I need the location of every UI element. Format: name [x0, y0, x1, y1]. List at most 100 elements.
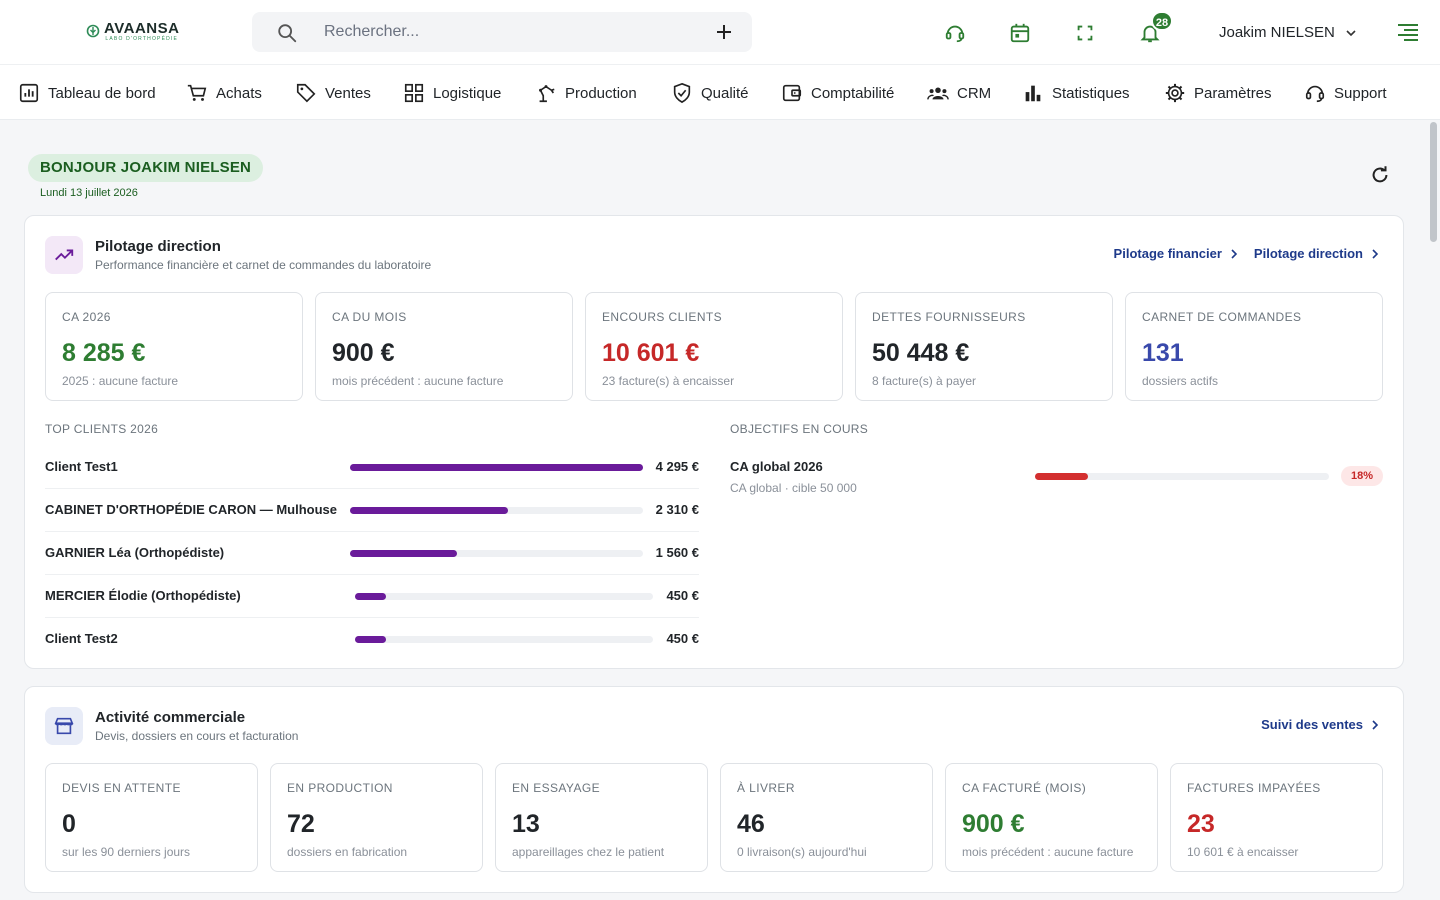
nav-item-comptabilite[interactable]: Comptabilité	[781, 65, 894, 121]
robot-arm-icon	[539, 85, 555, 103]
cart-icon	[187, 84, 207, 101]
kpi-label: Factures impayées	[1187, 781, 1321, 795]
nav-item-crm[interactable]: CRM	[927, 65, 991, 121]
kpi-card[interactable]: En production 72 dossiers en fabrication	[270, 763, 483, 872]
kpi-card[interactable]: À livrer 46 0 livraison(s) aujourd'hui	[720, 763, 933, 872]
kpi-card[interactable]: Factures impayées 23 10 601 € à encaisse…	[1170, 763, 1383, 872]
client-name: CABINET D'ORTHOPÉDIE CARON — Mulhouse	[45, 502, 337, 517]
nav-label: Qualité	[701, 84, 749, 102]
client-name: Client Test2	[45, 631, 118, 646]
kpi-card[interactable]: CA du mois 900 € mois précédent : aucune…	[315, 292, 573, 401]
client-bar-track	[355, 636, 653, 643]
kpi-card[interactable]: CA facturé (mois) 900 € mois précédent :…	[945, 763, 1158, 872]
client-row[interactable]: MERCIER Élodie (Orthopédiste) 450 €	[45, 575, 699, 618]
client-bar-fill	[350, 507, 509, 514]
client-amount: 450 €	[666, 631, 699, 646]
kpi-label: CA du mois	[332, 310, 407, 324]
fullscreen-icon[interactable]	[1074, 22, 1096, 44]
kpi-card[interactable]: Carnet de commandes 131 dossiers actifs	[1125, 292, 1383, 401]
nav-item-ventes[interactable]: Ventes	[295, 65, 371, 121]
nav-label: Achats	[216, 84, 262, 102]
support-agent-icon[interactable]	[944, 22, 966, 44]
client-row[interactable]: Client Test1 4 295 €	[45, 446, 699, 489]
card-subtitle: Devis, dossiers en cours et facturation	[95, 729, 299, 743]
objective-subtitle: CA global · cible 50 000	[730, 481, 857, 495]
people-icon	[927, 87, 949, 100]
nav-label: Tableau de bord	[48, 84, 156, 102]
kpi-card[interactable]: Devis en attente 0 sur les 90 derniers j…	[45, 763, 258, 872]
client-row[interactable]: CABINET D'ORTHOPÉDIE CARON — Mulhouse 2 …	[45, 489, 699, 532]
kpi-card[interactable]: Dettes fournisseurs 50 448 € 8 facture(s…	[855, 292, 1113, 401]
client-bar-track	[350, 464, 643, 471]
kpi-label: En production	[287, 781, 393, 795]
nav-item-parametres[interactable]: Paramètres	[1164, 65, 1272, 121]
objective-name: CA global 2026	[730, 459, 823, 474]
client-bar-fill	[350, 464, 643, 471]
search-bar	[252, 12, 752, 52]
current-date: Lundi 13 juillet 2026	[40, 187, 138, 199]
nav-item-production[interactable]: Production	[535, 65, 637, 121]
client-bar-fill	[355, 593, 387, 600]
kpi-value: 46	[737, 810, 765, 838]
client-name: GARNIER Léa (Orthopédiste)	[45, 545, 225, 560]
top-bar: AVAANSA LABO D'ORTHOPÉDIE 28 Joakim	[0, 0, 1440, 64]
kpi-note: sur les 90 derniers jours	[62, 845, 191, 859]
gear-icon	[1165, 83, 1185, 103]
kpi-note: mois précédent : aucune facture	[332, 374, 504, 388]
store-icon	[45, 707, 83, 745]
nav-label: Paramètres	[1194, 84, 1272, 102]
nav-item-achats[interactable]: Achats	[186, 65, 262, 121]
link-pilotage-financier[interactable]: Pilotage financier	[1114, 246, 1240, 261]
link-pilotage-direction[interactable]: Pilotage direction	[1254, 246, 1381, 261]
nav-label: Logistique	[433, 84, 502, 102]
headset-icon	[1305, 85, 1325, 103]
kpi-card[interactable]: CA 2026 8 285 € 2025 : aucune facture	[45, 292, 303, 401]
nav-item-logistique[interactable]: Logistique	[403, 65, 501, 121]
chevron-down-icon[interactable]	[1344, 26, 1358, 40]
nav-item-tableau-de-bord[interactable]: Tableau de bord	[18, 65, 156, 121]
chevron-right-icon	[1372, 719, 1379, 730]
objectives-heading: Objectifs en cours	[730, 422, 869, 436]
client-bar-fill	[350, 550, 457, 557]
kpi-note: dossiers en fabrication	[287, 845, 408, 859]
nav-label: Comptabilité	[811, 84, 895, 102]
kpi-note: 0 livraison(s) aujourd'hui	[737, 845, 867, 859]
kpi-note: mois précédent : aucune facture	[962, 845, 1134, 859]
dashboard-icon	[19, 83, 39, 103]
bar-chart-icon	[1025, 85, 1041, 102]
calendar-icon[interactable]	[1009, 22, 1031, 44]
logo[interactable]: AVAANSA LABO D'ORTHOPÉDIE	[86, 21, 179, 43]
menu-icon[interactable]	[1396, 22, 1420, 44]
kpi-note: 8 facture(s) à payer	[872, 374, 977, 388]
client-row[interactable]: Client Test2 450 €	[45, 618, 699, 661]
kpi-card[interactable]: Encours clients 10 601 € 23 facture(s) à…	[585, 292, 843, 401]
search-icon[interactable]	[276, 22, 298, 44]
client-bar-track	[355, 593, 653, 600]
client-row[interactable]: GARNIER Léa (Orthopédiste) 1 560 €	[45, 532, 699, 575]
kpi-note: 23 facture(s) à encaisser	[602, 374, 735, 388]
kpi-value: 13	[512, 810, 540, 838]
nav-item-support[interactable]: Support	[1304, 65, 1387, 121]
kpi-value: 23	[1187, 810, 1215, 838]
client-amount: 4 295 €	[655, 459, 699, 474]
nav-item-statistiques[interactable]: Statistiques	[1022, 65, 1130, 121]
kpi-value: 72	[287, 810, 315, 838]
main-nav: Tableau de bord Achats Ventes Logistique…	[0, 64, 1440, 120]
kpi-label: CA facturé (mois)	[962, 781, 1087, 795]
kpi-value: 0	[62, 810, 76, 838]
plus-icon[interactable]	[714, 22, 734, 42]
chevron-right-icon	[1231, 248, 1238, 259]
refresh-icon[interactable]	[1369, 164, 1391, 186]
link-suivi-des-ventes[interactable]: Suivi des ventes	[1261, 717, 1381, 732]
nav-item-qualite[interactable]: Qualité	[671, 65, 749, 121]
kpi-value: 131	[1142, 339, 1184, 367]
nav-label: Support	[1334, 84, 1387, 102]
user-name[interactable]: Joakim NIELSEN	[1219, 24, 1335, 41]
nav-label: Production	[565, 84, 637, 102]
search-input[interactable]	[324, 12, 704, 52]
card-title: Activité commerciale	[95, 709, 246, 726]
activite-commerciale-card: Activité commerciale Devis, dossiers en …	[24, 686, 1404, 893]
nav-label: Statistiques	[1052, 84, 1130, 102]
page-scrollbar[interactable]	[1430, 122, 1437, 242]
kpi-card[interactable]: En essayage 13 appareillages chez le pat…	[495, 763, 708, 872]
